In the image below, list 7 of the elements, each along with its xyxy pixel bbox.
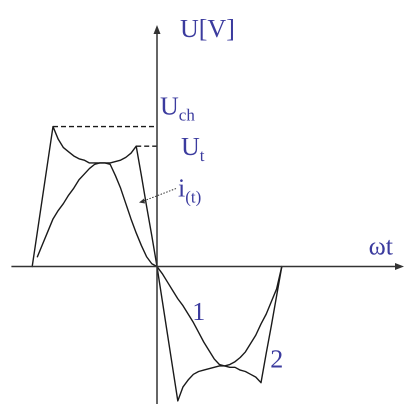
x-axis-title: ωt [368,232,394,261]
ref-line-label: U$_{ch}$ [160,92,196,125]
series-label: 1 [192,297,206,326]
series-label: 2 [270,344,284,374]
ref-line-label: U$_{t}$ [181,132,205,166]
y-axis-title: U[V] [180,14,235,43]
annotation: i$_{(t)}$ [178,174,202,207]
